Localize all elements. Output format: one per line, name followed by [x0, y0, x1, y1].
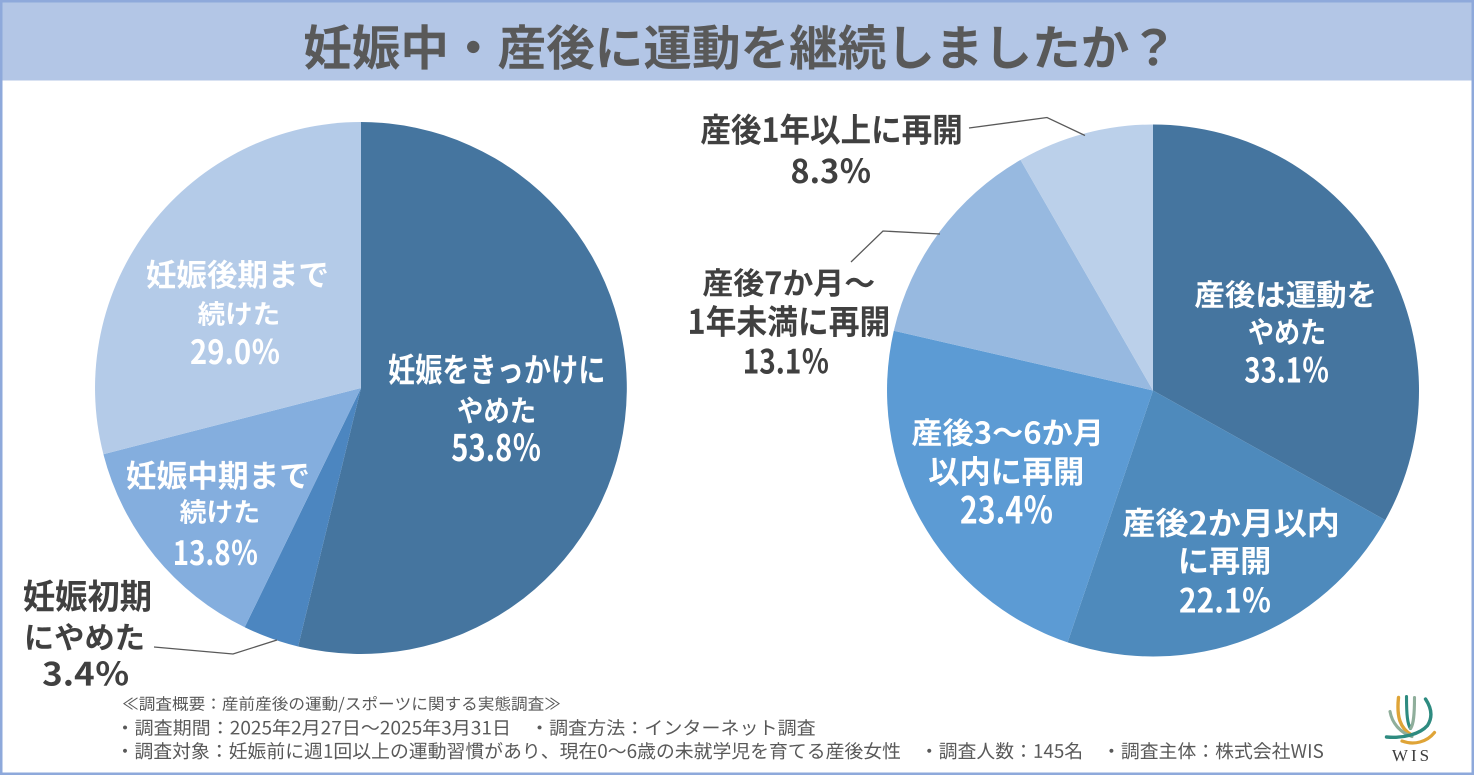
svg-text:WIS: WIS	[1392, 746, 1432, 765]
